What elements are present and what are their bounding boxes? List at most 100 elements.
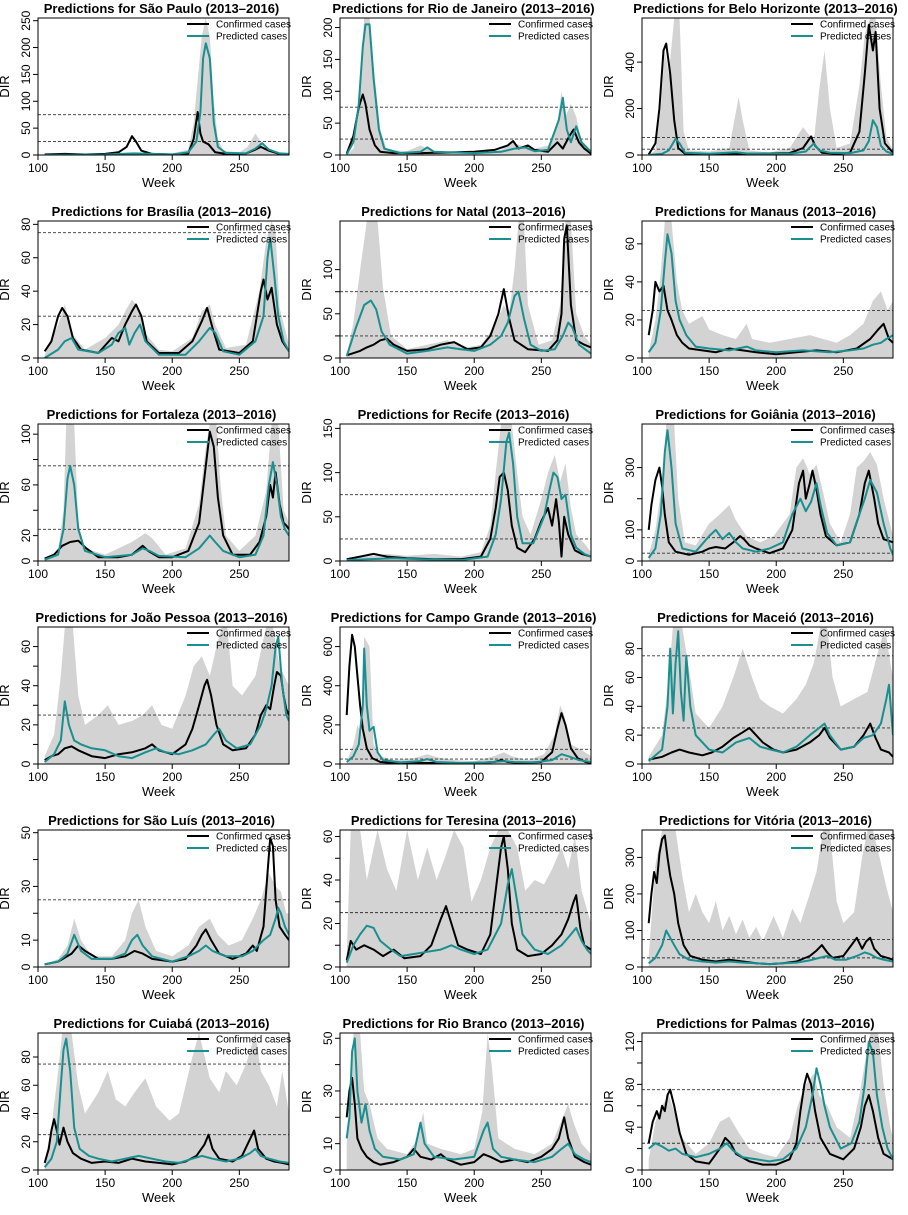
x-tick-label: 100	[330, 973, 350, 987]
x-tick-label: 150	[699, 161, 719, 175]
prediction-interval-band	[648, 1033, 893, 1170]
y-tick-label: 150	[321, 49, 335, 69]
y-axis-label: DIR	[299, 75, 314, 97]
y-tick-label: 0	[321, 354, 335, 361]
x-tick-label: 200	[464, 567, 484, 581]
x-tick-label: 150	[397, 567, 417, 581]
prediction-interval-band	[44, 627, 289, 764]
chart-panel: Predictions for Brasília (2013–2016) 100 1…	[0, 203, 305, 403]
chart-title: Predictions for Recife (2013–2016)	[358, 407, 570, 422]
x-tick-label: 150	[699, 770, 719, 784]
x-axis-label: Week	[444, 581, 477, 596]
plot-frame	[37, 220, 290, 359]
chart-title: Predictions for Vitória (2013–2016)	[659, 813, 872, 828]
x-tick-label: 100	[28, 770, 48, 784]
plot-frame	[37, 626, 290, 765]
y-tick-label: 100	[623, 520, 637, 540]
x-tick-label: 150	[95, 770, 115, 784]
confirmed-cases-line	[345, 93, 591, 155]
legend-label-confirmed: Confirmed cases	[216, 426, 291, 437]
plot-frame	[339, 626, 592, 765]
legend-label-predicted: Predicted cases	[518, 844, 589, 855]
x-axis-label: Week	[142, 1190, 175, 1205]
y-tick-label: 10	[321, 1137, 335, 1151]
chart-svg: Predictions for Brasília (2013–2016) 100 1…	[0, 204, 291, 393]
y-tick-label: 200	[623, 98, 637, 118]
prediction-interval-band	[346, 636, 591, 764]
y-tick-label: 60	[19, 1078, 33, 1092]
confirmed-cases-line	[43, 278, 289, 354]
plot-frame	[37, 423, 290, 562]
prediction-interval-band	[44, 221, 289, 358]
chart-panel: Predictions for Goiânia (2013–2016) 100 15…	[601, 406, 908, 606]
chart-svg: Predictions for Belo Horizonte (2013–201…	[601, 1, 898, 190]
legend-label-predicted: Predicted cases	[518, 641, 589, 652]
x-axis-label: Week	[746, 581, 779, 596]
x-axis-label: Week	[444, 987, 477, 1002]
chart-panel: Predictions for Fortaleza (2013–2016) 100…	[0, 406, 305, 606]
y-tick-label: 80	[623, 642, 637, 656]
y-tick-label: 50	[19, 121, 33, 135]
legend-label-confirmed: Confirmed cases	[820, 629, 895, 640]
x-tick-label: 100	[330, 567, 350, 581]
legend-label-predicted: Predicted cases	[216, 438, 287, 449]
predicted-cases-line	[647, 233, 893, 354]
chart-svg: Predictions for Goiânia (2013–2016) 100 15…	[601, 407, 895, 596]
y-axis-label: DIR	[601, 75, 616, 97]
y-tick-label: 60	[623, 670, 637, 684]
prediction-interval-band	[648, 424, 893, 561]
chart-panel: Predictions for João Pessoa (2013–2016) 1…	[0, 609, 305, 809]
y-axis-label: DIR	[0, 278, 12, 300]
x-tick-label: 250	[833, 364, 853, 378]
chart-svg: Predictions for Recife (2013–2016) 100 150…	[299, 407, 593, 596]
confirmed-cases-line	[346, 224, 591, 357]
predicted-cases-line	[648, 1040, 893, 1163]
y-tick-label: 80	[19, 217, 33, 231]
chart-panel: Predictions for Vitória (2013–2016) 100 15…	[601, 812, 908, 1012]
legend-label-confirmed: Confirmed cases	[518, 20, 593, 31]
legend-label-confirmed: Confirmed cases	[820, 20, 895, 31]
legend-label-predicted: Predicted cases	[518, 1047, 589, 1058]
x-tick-label: 150	[397, 973, 417, 987]
y-axis-label: DIR	[601, 481, 616, 503]
y-tick-label: 250	[19, 10, 33, 30]
plot-frame	[37, 1032, 290, 1171]
legend-label-predicted: Predicted cases	[216, 32, 287, 43]
chart-svg: Predictions for Palmas (2013–2016) 100 150…	[601, 1016, 895, 1205]
y-tick-label: 50	[321, 1031, 335, 1045]
legend-label-confirmed: Confirmed cases	[216, 832, 291, 843]
x-tick-label: 200	[162, 770, 182, 784]
plot-frame	[37, 17, 290, 156]
plot-frame	[641, 17, 894, 156]
legend-label-predicted: Predicted cases	[216, 641, 287, 652]
prediction-interval-band	[44, 1033, 289, 1170]
predicted-cases-line	[346, 431, 591, 561]
x-tick-label: 100	[28, 567, 48, 581]
legend-label-confirmed: Confirmed cases	[518, 1035, 593, 1046]
chart-svg: Predictions for São Luís (2013–2016)100 1…	[0, 813, 291, 1002]
x-tick-label: 250	[531, 1176, 551, 1190]
x-tick-label: 150	[95, 567, 115, 581]
x-tick-label: 100	[632, 770, 652, 784]
y-tick-label: 400	[321, 675, 335, 695]
y-tick-label: 60	[19, 640, 33, 654]
chart-svg: Predictions for São Paulo (2013–2016) 100…	[0, 1, 291, 190]
y-tick-label: 40	[19, 1107, 33, 1121]
predicted-cases-line	[345, 1037, 591, 1164]
y-tick-label: 300	[623, 457, 637, 477]
predicted-cases-line	[44, 906, 289, 966]
y-tick-label: 30	[321, 1084, 335, 1098]
y-tick-label: 20	[19, 718, 33, 732]
y-tick-label: 150	[321, 418, 335, 438]
predicted-cases-line	[647, 429, 893, 559]
x-axis-label: Week	[142, 784, 175, 799]
